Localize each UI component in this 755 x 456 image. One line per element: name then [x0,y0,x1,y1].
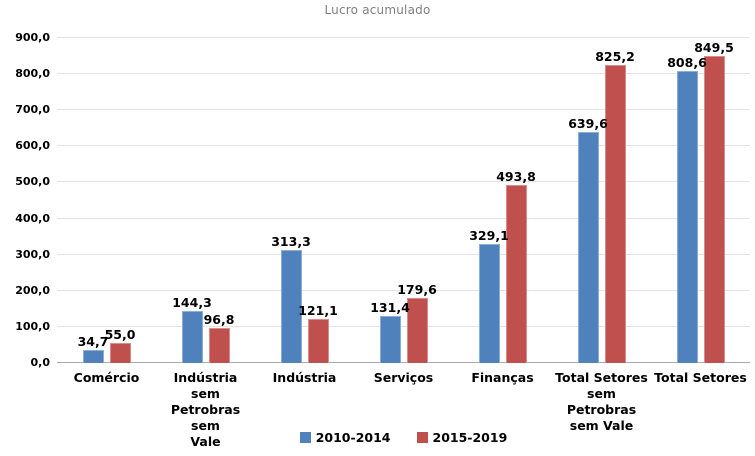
gridline [57,217,750,219]
y-axis-tick-label: 600,0 [15,139,50,153]
y-axis: 0,0 100,0 200,0 300,0 400,0 500,0 600,0 700,0 80… [0,31,50,369]
bar-group: 808,6 849,5 [651,38,750,363]
legend-label: 2010-2014 [315,430,391,445]
legend: 2010-2014 2015-2019 [57,430,750,445]
bar-series-2010-2014: 313,3 [271,234,311,363]
bar-series-2015-2019: 121,1 [298,303,338,363]
y-axis-tick-label: 700,0 [15,103,50,117]
bar-data-label: 808,6 [667,55,707,71]
bar-group: 639,6 825,2 [552,38,651,363]
legend-swatch-icon [416,432,428,443]
gridline [57,253,750,255]
bar-series-2015-2019: 825,2 [595,49,635,363]
bar-data-label: 825,2 [595,49,635,65]
category-label: Indústria sem Petrobras sem Vale [170,370,241,449]
chart-title: Lucro acumulado [324,3,431,17]
gridline [57,145,750,147]
category-label: Total Setores [654,370,747,385]
gridline [57,37,750,38]
category-label: Total Setores sem Petrobras sem Vale [555,370,648,433]
bar-data-label: 55,0 [104,327,136,343]
bar-data-label: 493,8 [496,168,536,184]
bar-group: 34,7 55,0 [57,38,156,363]
bar-groups: 34,7 55,0 144,3 96,8 313,3 121,1 131,4 179,6 329… [57,38,750,363]
y-axis-tick-label: 200,0 [15,283,50,297]
bar-series-2010-2014: 329,1 [469,228,509,363]
bar-data-label: 179,6 [397,282,437,298]
y-axis-tick-label: 800,0 [15,67,50,81]
y-axis-tick-label: 100,0 [15,319,50,333]
bar-series-2015-2019: 55,0 [105,327,135,363]
bar-group: 131,4 179,6 [354,38,453,363]
y-axis-tick-label: 900,0 [15,31,50,44]
plot-area: 34,7 55,0 144,3 96,8 313,3 121,1 131,4 179,6 329… [57,37,750,363]
y-axis-tick-label: 300,0 [15,247,50,261]
bar-data-label: 639,6 [568,116,608,132]
legend-item: 2015-2019 [416,430,508,445]
bar-data-label: 34,7 [77,334,109,350]
bar-data-label: 144,3 [172,294,212,310]
bar-data-label: 849,5 [694,40,734,56]
bar-group: 313,3 121,1 [255,38,354,363]
bar-data-label: 313,3 [271,233,311,249]
gridline [57,181,750,183]
x-axis: Comércio Indústria sem Petrobras sem Vale… [57,370,750,450]
legend-label: 2015-2019 [432,430,508,445]
y-axis-tick-label: 500,0 [15,175,50,189]
bar-data-label: 329,1 [469,228,509,244]
bar-data-label: 96,8 [203,312,235,328]
bar-series-2010-2014: 131,4 [370,300,410,363]
bar-series-2010-2014: 808,6 [667,55,707,363]
legend-item: 2010-2014 [299,430,391,445]
bar-series-2015-2019: 849,5 [694,40,734,363]
bar-data-label: 121,1 [298,303,338,319]
category-label: Comércio [73,370,140,385]
legend-swatch-icon [299,432,311,443]
bar-data-label: 131,4 [370,299,410,315]
bar-series-2015-2019: 179,6 [397,282,437,363]
bar-series-2010-2014: 34,7 [78,334,108,363]
bar-series-2015-2019: 493,8 [496,169,536,363]
gridline [57,73,750,75]
bar-series-2015-2019: 96,8 [204,312,234,363]
bar-group: 144,3 96,8 [156,38,255,363]
category-label: Finanças [471,370,534,385]
category-label: Indústria [272,370,337,385]
gridline [57,289,750,291]
y-axis-tick-label: 0,0 [30,356,51,369]
y-axis-tick-label: 400,0 [15,211,50,225]
gridline [57,109,750,111]
x-axis-line [57,362,750,363]
bar-series-2010-2014: 639,6 [568,116,608,363]
bar-series-2010-2014: 144,3 [172,295,212,363]
gridline [57,325,750,327]
category-label: Serviços [373,370,434,385]
bar-group: 329,1 493,8 [453,38,552,363]
